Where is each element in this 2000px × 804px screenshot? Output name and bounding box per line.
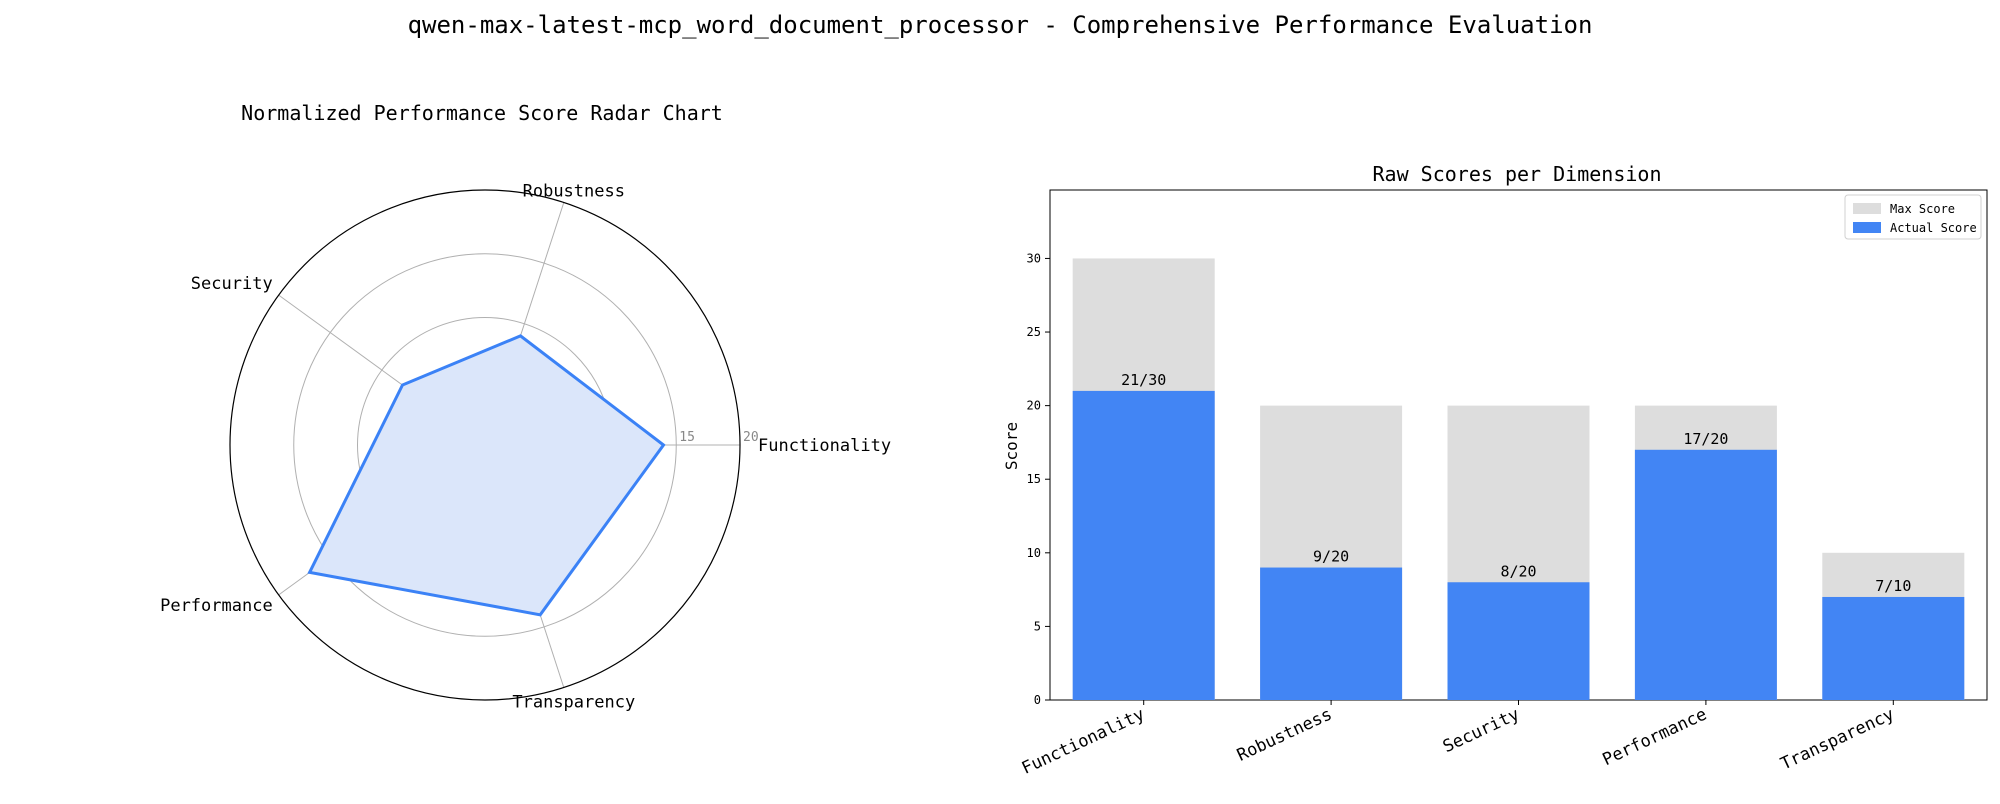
figure-title: qwen-max-latest-mcp_word_document_proces… <box>408 11 1593 39</box>
y-tick-label: 5 <box>1034 619 1041 633</box>
y-tick-label: 30 <box>1027 251 1041 265</box>
bar-chart-title: Raw Scores per Dimension <box>1373 162 1662 186</box>
y-tick-label: 15 <box>1027 472 1041 486</box>
bar-actual-score <box>1260 567 1403 700</box>
legend-swatch <box>1853 203 1881 214</box>
x-tick-label: Transparency <box>1778 704 1898 774</box>
legend-label: Actual Score <box>1890 221 1977 235</box>
radar-axis-label: Functionality <box>758 436 891 456</box>
y-axis-label: Score <box>1002 422 1021 470</box>
radar-axis-label: Transparency <box>512 693 635 713</box>
radar-axis-label: Performance <box>160 596 273 616</box>
radar-series-line <box>307 334 666 617</box>
bar-data-label: 17/20 <box>1683 430 1728 448</box>
radar-area-fill <box>309 335 664 615</box>
bar-data-label: 21/30 <box>1121 371 1166 389</box>
bar-data-label: 9/20 <box>1313 548 1349 566</box>
radar-tick-label: 15 <box>679 430 695 445</box>
legend: Max Score Actual Score <box>1844 194 1982 240</box>
legend-swatch <box>1853 222 1881 233</box>
bar-actual-score <box>1634 449 1777 700</box>
bar-data-label: 8/20 <box>1500 562 1536 580</box>
bar-actual-score <box>1447 582 1590 700</box>
bar-chart: Raw Scores per Dimension Score 0 5 10 15 20 2… <box>1002 162 1988 779</box>
x-tick-label: Functionality <box>1019 704 1148 778</box>
radar-axis-label: Security <box>191 274 273 294</box>
x-tick-label: Robustness <box>1234 704 1335 765</box>
bar-actual-score <box>1072 390 1215 700</box>
y-tick-label: 10 <box>1027 546 1041 560</box>
radar-axis-label: Robustness <box>523 181 625 201</box>
bar-data-label: 7/10 <box>1875 577 1911 595</box>
y-tick-label: 25 <box>1027 325 1041 339</box>
legend-label: Max Score <box>1890 202 1955 216</box>
x-tick-label: Performance <box>1600 704 1710 770</box>
x-tick-label: Security <box>1440 704 1523 757</box>
radar-chart: Normalized Performance Score Radar Chart… <box>160 101 891 713</box>
y-tick-label: 0 <box>1034 693 1041 707</box>
radar-tick-label: 20 <box>743 430 759 445</box>
y-tick-label: 20 <box>1027 399 1041 413</box>
bar-actual-score <box>1822 596 1965 700</box>
radar-title: Normalized Performance Score Radar Chart <box>241 101 723 125</box>
radar-outer-frame <box>229 189 741 701</box>
